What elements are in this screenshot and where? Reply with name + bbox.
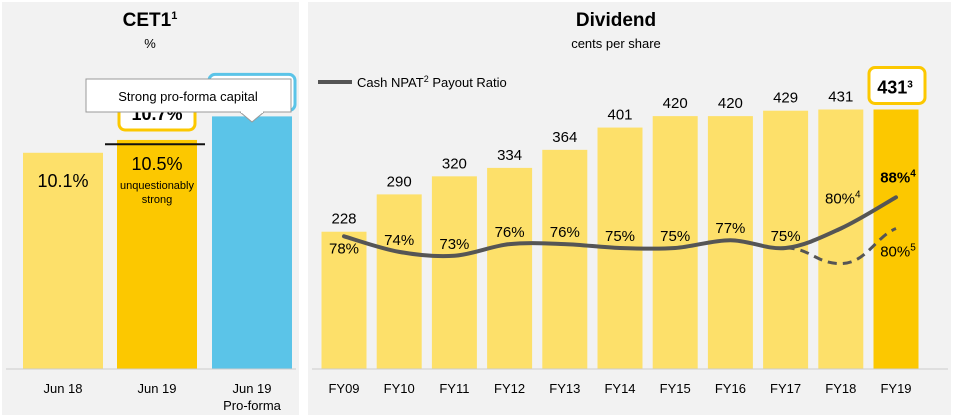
dividend-bar xyxy=(376,194,422,369)
dividend-x-tick-label: FY17 xyxy=(770,381,801,396)
cet1-strong-value-label: 10.5% xyxy=(131,154,182,174)
dividend-x-tick-label: FY15 xyxy=(660,381,691,396)
dividend-x-tick-label: FY13 xyxy=(549,381,580,396)
dividend-bar xyxy=(818,109,864,370)
payout-ratio-dashed-line xyxy=(785,227,897,266)
dividend-chart: FY09 228 FY10 290 FY11 320 FY12 334 FY13 364 FY14 4… xyxy=(312,66,948,396)
dividend-data-label: 290 xyxy=(387,173,412,190)
dividend-bar xyxy=(542,149,588,369)
dividend-x-tick-label: FY19 xyxy=(880,381,911,396)
dividend-x-tick-label: FY11 xyxy=(439,381,469,396)
dividend-subtitle: cents per share xyxy=(571,36,661,51)
cet1-strong-note: unquestionably xyxy=(120,180,195,192)
dividend-x-tick-label: FY16 xyxy=(715,381,746,396)
dividend-x-tick-label: FY18 xyxy=(825,381,856,396)
dividend-data-label: 401 xyxy=(607,107,632,124)
callout-text: Strong pro-forma capital xyxy=(118,89,258,104)
payout-ratio-label: 78% xyxy=(329,240,359,257)
payout-ratio-label: 76% xyxy=(550,224,580,241)
cet1-bar xyxy=(23,152,103,369)
dividend-bar xyxy=(321,231,367,369)
dividend-data-label: 4313 xyxy=(877,78,913,98)
cet1-bar xyxy=(212,116,292,369)
payout-ratio-label: 75% xyxy=(660,228,690,245)
cet1-data-label: 10.1% xyxy=(37,171,88,191)
cet1-bar xyxy=(117,139,197,369)
dividend-data-label: 420 xyxy=(718,95,743,112)
legend-label: Cash NPAT2 Payout Ratio xyxy=(357,74,507,90)
dividend-data-label: 320 xyxy=(442,155,467,172)
dividend-highlight-box xyxy=(867,66,927,106)
cet1-strong-note: strong xyxy=(142,194,173,206)
callout-box xyxy=(85,78,292,113)
dividend-data-label: 420 xyxy=(663,95,688,112)
payout-ratio-label: 73% xyxy=(439,236,469,253)
dividend-data-label: 334 xyxy=(497,147,522,164)
dividend-data-label: 431 xyxy=(828,89,853,106)
dividend-bar xyxy=(763,110,809,370)
payout-ratio-label: 74% xyxy=(384,232,414,249)
payout-ratio-label: 80%4 xyxy=(825,190,861,208)
cet1-x-tick-label: Pro-forma xyxy=(223,398,282,413)
cet1-title: CET11 xyxy=(123,10,178,31)
dividend-bar xyxy=(652,116,698,369)
cet1-x-tick-label: Jun 19 xyxy=(232,381,271,396)
dividend-x-tick-label: FY12 xyxy=(494,381,525,396)
dividend-x-tick-label: FY09 xyxy=(328,381,359,396)
payout-ratio-line xyxy=(342,195,898,259)
dividend-title: Dividend xyxy=(576,10,656,31)
dividend-data-label: 364 xyxy=(552,129,577,146)
cet1-chart: Jun 18 Jun 19 Jun 19Pro-forma10.1%10.7%10.… xyxy=(6,72,297,413)
payout-ratio-label: 76% xyxy=(495,224,525,241)
dividend-x-tick-label: FY10 xyxy=(384,381,415,396)
cet1-subtitle: % xyxy=(144,36,156,51)
dividend-data-label: 429 xyxy=(773,90,798,107)
payout-ratio-label: 75% xyxy=(771,228,801,245)
payout-ratio-label: 77% xyxy=(715,220,745,237)
cet1-x-tick-label: Jun 18 xyxy=(43,381,82,396)
dividend-bar xyxy=(431,176,477,369)
dividend-bar xyxy=(487,167,533,369)
dividend-data-label: 228 xyxy=(331,211,356,228)
payout-ratio-label: 88%4 xyxy=(880,168,916,186)
payout-ratio-label: 75% xyxy=(605,228,635,245)
cet1-x-tick-label: Jun 19 xyxy=(137,381,176,396)
payout-ratio-dashed-label: 80%5 xyxy=(880,243,916,261)
dividend-x-tick-label: FY14 xyxy=(604,381,635,396)
